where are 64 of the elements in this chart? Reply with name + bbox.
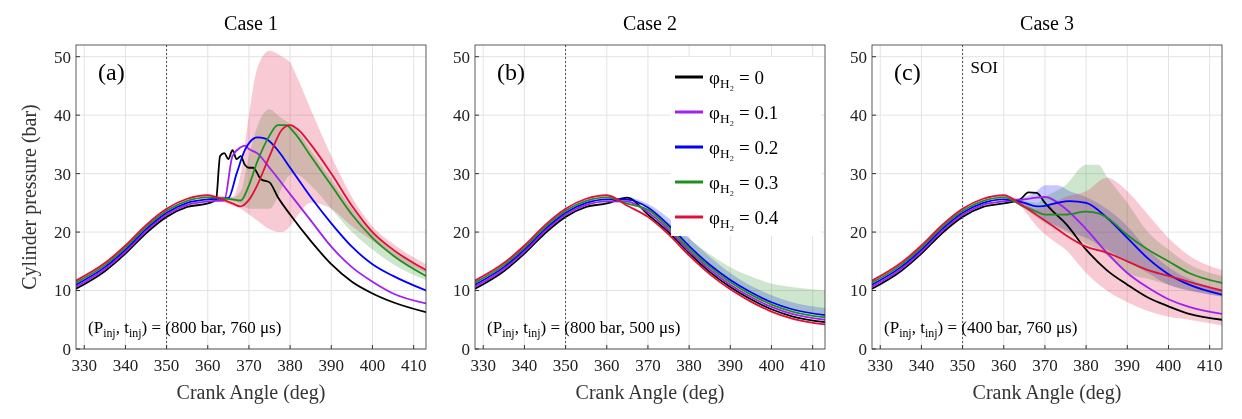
x-tick-label: 380 bbox=[676, 356, 702, 375]
y-tick-label: 0 bbox=[62, 339, 71, 359]
ref-line-label: SOI bbox=[970, 58, 999, 77]
y-tick-label: 50 bbox=[54, 47, 71, 67]
annotation: (c) bbox=[894, 59, 921, 85]
legend-label: φ$_{H₂}$ = 0.3 bbox=[709, 171, 779, 196]
x-tick-label: 340 bbox=[511, 356, 538, 375]
x-tick-label: 390 bbox=[717, 356, 744, 375]
x-tick-label: 400 bbox=[758, 356, 785, 375]
x-tick-label: 340 bbox=[908, 356, 935, 375]
x-axis-title: Crank Angle (deg) bbox=[575, 381, 725, 404]
y-tick-label: 50 bbox=[850, 47, 867, 67]
x-tick-label: 400 bbox=[359, 356, 386, 375]
y-tick-label: 40 bbox=[453, 106, 470, 126]
x-tick-label: 380 bbox=[1073, 356, 1099, 375]
y-tick-label: 10 bbox=[850, 281, 867, 301]
legend-label: φ$_{H₂}$ = 0.1 bbox=[709, 101, 779, 126]
x-tick-label: 330 bbox=[71, 356, 97, 375]
y-tick-label: 30 bbox=[54, 164, 71, 184]
x-tick-label: 390 bbox=[318, 356, 345, 375]
x-tick-label: 370 bbox=[635, 356, 661, 375]
x-axis-title: Crank Angle (deg) bbox=[972, 381, 1122, 404]
x-tick-label: 350 bbox=[153, 356, 180, 375]
y-tick-label: 50 bbox=[453, 47, 470, 67]
y-tick-label: 40 bbox=[54, 106, 71, 126]
y-axis-title: Cylinder pressure (bar) bbox=[18, 104, 41, 290]
x-axis-title: Crank Angle (deg) bbox=[176, 381, 326, 404]
x-tick-label: 330 bbox=[867, 356, 893, 375]
x-tick-label: 410 bbox=[799, 356, 826, 375]
annotation: (P$_{inj}$, t$_{inj}$) = (800 bar, 760 μs) bbox=[88, 318, 282, 340]
x-tick-label: 360 bbox=[991, 356, 1017, 375]
chart-title: Case 2 bbox=[623, 12, 677, 34]
x-tick-label: 350 bbox=[552, 356, 579, 375]
x-tick-label: 330 bbox=[470, 356, 496, 375]
x-tick-label: 390 bbox=[1114, 356, 1141, 375]
y-tick-label: 20 bbox=[453, 223, 470, 243]
chart-title: Case 3 bbox=[1020, 12, 1074, 34]
y-tick-label: 40 bbox=[850, 106, 867, 126]
x-tick-label: 380 bbox=[277, 356, 303, 375]
x-tick-label: 370 bbox=[1032, 356, 1058, 375]
x-tick-label: 410 bbox=[1196, 356, 1223, 375]
x-tick-label: 350 bbox=[949, 356, 976, 375]
y-tick-label: 0 bbox=[858, 339, 867, 359]
x-tick-label: 360 bbox=[195, 356, 221, 375]
legend-label: φ$_{H₂}$ = 0 bbox=[709, 66, 764, 91]
y-tick-label: 20 bbox=[54, 223, 71, 243]
y-tick-label: 10 bbox=[453, 281, 470, 301]
y-tick-label: 30 bbox=[453, 164, 470, 184]
y-tick-label: 0 bbox=[461, 339, 470, 359]
y-tick-label: 10 bbox=[54, 281, 71, 301]
annotation: (a) bbox=[98, 59, 125, 85]
y-tick-label: 20 bbox=[850, 223, 867, 243]
y-tick-label: 30 bbox=[850, 164, 867, 184]
x-tick-label: 370 bbox=[236, 356, 262, 375]
annotation: (P$_{inj}$, t$_{inj}$) = (800 bar, 500 μs) bbox=[487, 318, 681, 340]
annotation: (b) bbox=[497, 59, 525, 85]
x-tick-label: 360 bbox=[594, 356, 620, 375]
annotation: (P$_{inj}$, t$_{inj}$) = (400 bar, 760 μs) bbox=[884, 318, 1078, 340]
x-tick-label: 340 bbox=[112, 356, 139, 375]
legend-label: φ$_{H₂}$ = 0.4 bbox=[709, 206, 779, 231]
chart-title: Case 1 bbox=[224, 12, 278, 34]
legend-label: φ$_{H₂}$ = 0.2 bbox=[709, 136, 779, 161]
x-tick-label: 400 bbox=[1155, 356, 1182, 375]
x-tick-label: 410 bbox=[400, 356, 427, 375]
